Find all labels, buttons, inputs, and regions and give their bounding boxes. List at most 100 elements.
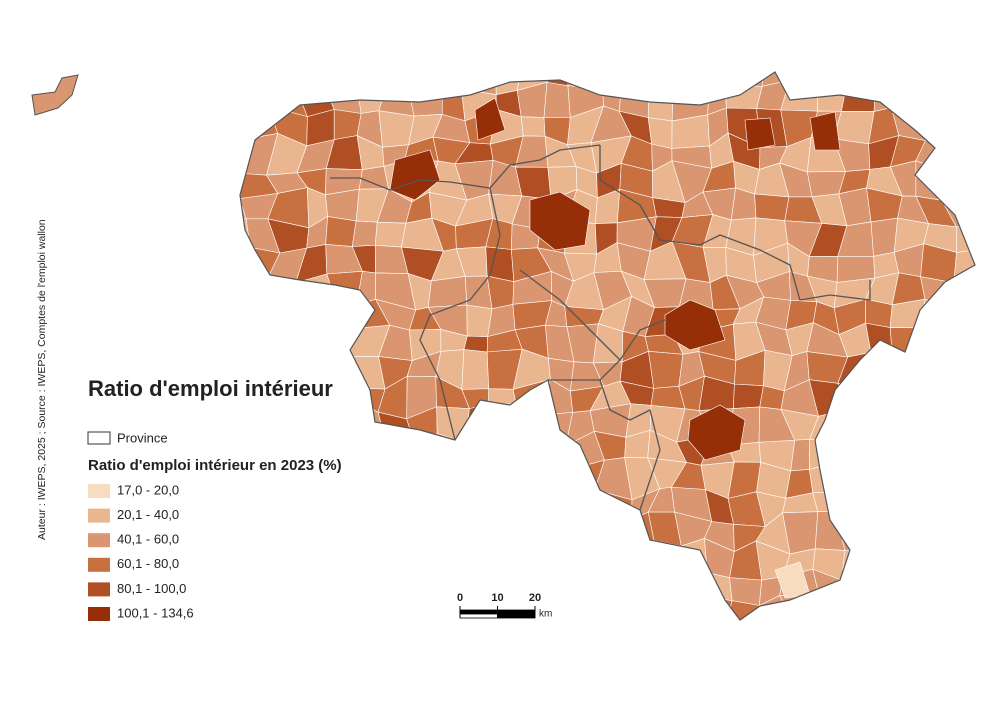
municipality: [240, 72, 276, 82]
municipality: [712, 597, 733, 620]
municipality: [866, 384, 897, 412]
municipality: [382, 622, 412, 658]
municipality: [841, 566, 872, 604]
municipality: [462, 491, 496, 527]
municipality: [321, 328, 350, 361]
municipality: [562, 550, 603, 570]
municipality: [243, 277, 275, 302]
municipality: [868, 510, 893, 550]
municipality: [948, 323, 975, 363]
province-swatch: [87, 431, 111, 445]
municipality: [494, 542, 525, 581]
municipality: [567, 565, 605, 604]
municipality: [761, 72, 791, 87]
municipality: [967, 411, 975, 444]
municipality: [678, 626, 713, 651]
municipality: [350, 565, 383, 605]
municipality: [925, 85, 947, 122]
municipality: [973, 356, 975, 389]
municipality: [543, 82, 571, 118]
municipality: [597, 568, 632, 604]
municipality: [240, 521, 241, 546]
municipality: [967, 498, 975, 528]
municipality: [404, 433, 443, 468]
municipality: [837, 408, 868, 443]
municipality: [892, 598, 926, 620]
municipality: [865, 409, 897, 437]
municipality: [242, 593, 270, 620]
municipality: [864, 566, 902, 604]
municipality: [433, 524, 472, 549]
municipality: [946, 524, 975, 553]
municipality: [942, 570, 970, 604]
municipality: [240, 246, 251, 279]
municipality: [967, 461, 975, 500]
municipality: [404, 466, 443, 500]
municipality: [899, 575, 926, 603]
scale-tick-label: 0: [457, 592, 463, 604]
municipality: [942, 596, 975, 620]
municipality: [433, 565, 471, 605]
municipality: [598, 602, 632, 620]
credit: Auteur : IWEPS, 2025 ; Source : IWEPS, C…: [36, 219, 48, 540]
municipality: [351, 520, 381, 550]
municipality: [724, 72, 764, 87]
municipality: [920, 488, 948, 526]
municipality: [981, 514, 1000, 552]
municipality: [520, 116, 546, 137]
municipality: [925, 117, 945, 141]
municipality: [947, 626, 979, 650]
municipality: [892, 72, 927, 96]
municipality: [240, 520, 281, 553]
municipality: [782, 72, 823, 81]
municipality: [671, 79, 710, 122]
municipality: [294, 511, 321, 552]
municipality: [406, 573, 441, 598]
municipality: [277, 511, 301, 553]
municipality: [404, 489, 442, 526]
municipality: [326, 271, 363, 307]
municipality: [350, 437, 386, 466]
municipality: [968, 596, 975, 620]
municipality: [976, 621, 1000, 659]
municipality: [594, 630, 628, 658]
municipality: [836, 459, 872, 500]
municipality: [943, 134, 975, 177]
municipality: [841, 72, 876, 92]
municipality: [464, 430, 496, 465]
municipality: [274, 297, 309, 332]
municipality: [890, 625, 928, 661]
municipality: [515, 459, 545, 487]
municipality: [816, 72, 846, 92]
municipality: [329, 298, 357, 333]
municipality: [890, 513, 926, 547]
municipality: [837, 383, 876, 412]
municipality: [915, 349, 955, 388]
municipality: [664, 299, 726, 351]
municipality: [871, 601, 901, 620]
legend: 17,0 - 20,0 20,1 - 40,0 40,1 - 60,0 60,1 - …: [88, 482, 194, 621]
municipality: [484, 618, 515, 620]
municipality: [299, 492, 336, 518]
municipality: [592, 323, 624, 364]
municipality: [276, 550, 306, 580]
municipality: [319, 548, 352, 570]
municipality: [430, 625, 467, 653]
municipality: [942, 457, 974, 500]
municipality: [833, 110, 875, 145]
municipality: [968, 551, 975, 582]
municipality: [464, 542, 498, 581]
scale-unit: km: [539, 609, 552, 620]
municipality: [241, 330, 282, 364]
municipality: [951, 386, 974, 419]
municipality: [519, 512, 542, 553]
municipality: [240, 542, 281, 580]
legend-swatch: [88, 582, 110, 597]
municipality: [519, 543, 543, 580]
municipality: [916, 406, 955, 440]
legend-swatch: [88, 484, 110, 498]
municipality: [529, 191, 591, 251]
municipality: [687, 404, 746, 461]
municipality: [919, 570, 944, 604]
municipality: [433, 72, 462, 90]
